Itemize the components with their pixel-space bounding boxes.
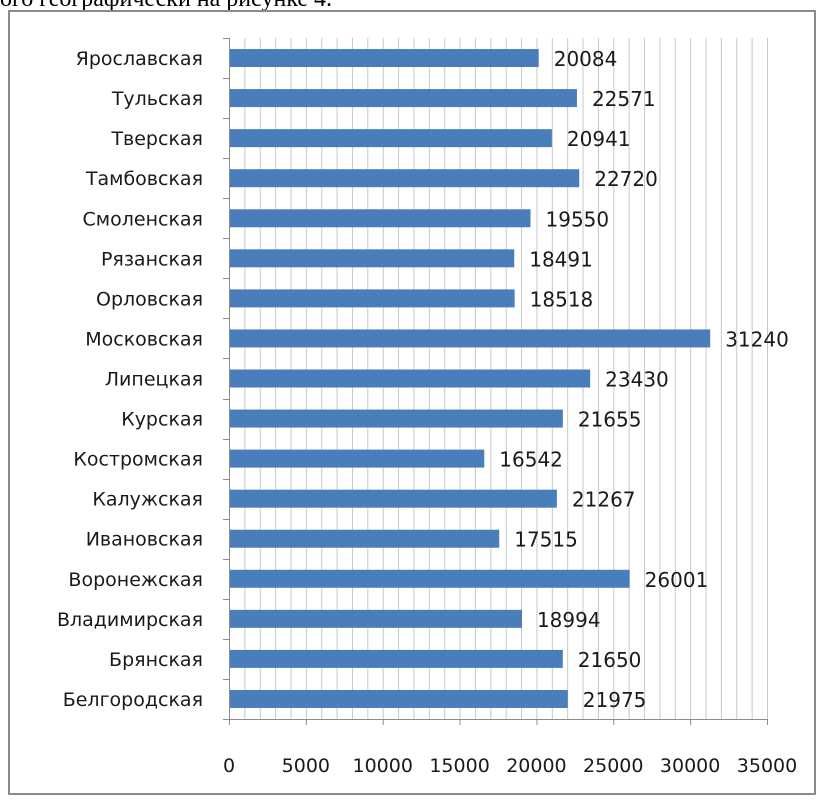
x-tick-label: 30000: [660, 755, 720, 777]
data-label: 17515: [514, 528, 578, 552]
data-label: 20084: [554, 47, 618, 71]
data-label: 26001: [645, 568, 709, 592]
bar: [230, 689, 568, 708]
category-label: Ивановская: [86, 529, 203, 551]
page-caption: ого географически на рисунке 4.: [0, 0, 823, 12]
category-label: Тульская: [111, 88, 203, 110]
category-label: Орловская: [96, 288, 203, 310]
category-label: Смоленская: [83, 208, 203, 230]
bar: [230, 409, 563, 428]
x-tick-label: 5000: [282, 755, 330, 777]
data-label: 22571: [592, 87, 656, 111]
data-label: 31240: [725, 327, 789, 351]
data-label: 20941: [567, 127, 631, 151]
bar: [230, 89, 577, 108]
x-tick-label: 35000: [737, 755, 797, 777]
data-label: 16542: [499, 448, 563, 472]
x-tick-label: 10000: [352, 755, 412, 777]
bar: [230, 289, 515, 308]
bar: [230, 49, 539, 68]
data-label: 21267: [572, 488, 636, 512]
bar: [230, 449, 485, 468]
bar: [230, 369, 591, 388]
x-tick-label: 20000: [506, 755, 566, 777]
category-label: Тамбовская: [85, 168, 203, 190]
data-label: 19550: [546, 207, 610, 231]
category-label: Костромская: [73, 449, 203, 471]
bar: [230, 529, 500, 548]
category-label: Калужская: [92, 489, 203, 511]
bar: [230, 169, 580, 188]
x-tick-label: 15000: [429, 755, 489, 777]
x-tick-label: 0: [223, 755, 235, 777]
bar: [230, 569, 630, 588]
data-label: 18518: [530, 287, 594, 311]
data-label: 23430: [605, 368, 669, 392]
bar: [230, 609, 522, 628]
bar: [230, 249, 515, 268]
bar: [230, 329, 711, 348]
category-label: Владимирская: [57, 609, 203, 631]
data-label: 18994: [537, 608, 601, 632]
bar: [230, 209, 531, 228]
data-label: 21650: [578, 648, 642, 672]
data-label: 21975: [583, 688, 647, 712]
category-label: Тверская: [110, 128, 203, 150]
data-label: 18491: [529, 247, 593, 271]
bar: [230, 649, 563, 668]
category-label: Ярославская: [76, 48, 203, 70]
x-tick-label: 25000: [583, 755, 643, 777]
data-label: 22720: [594, 167, 658, 191]
bar: [230, 489, 557, 508]
category-label: Брянская: [109, 649, 203, 671]
category-label: Белгородская: [63, 689, 203, 711]
bar: [230, 129, 552, 148]
category-label: Липецкая: [105, 369, 203, 391]
category-label: Рязанская: [101, 248, 203, 270]
category-label: Воронежская: [68, 569, 203, 591]
category-label: Московская: [85, 328, 203, 350]
data-label: 21655: [578, 408, 642, 432]
category-label: Курская: [121, 409, 203, 431]
